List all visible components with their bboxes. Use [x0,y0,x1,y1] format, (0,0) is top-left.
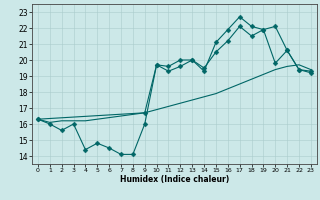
X-axis label: Humidex (Indice chaleur): Humidex (Indice chaleur) [120,175,229,184]
